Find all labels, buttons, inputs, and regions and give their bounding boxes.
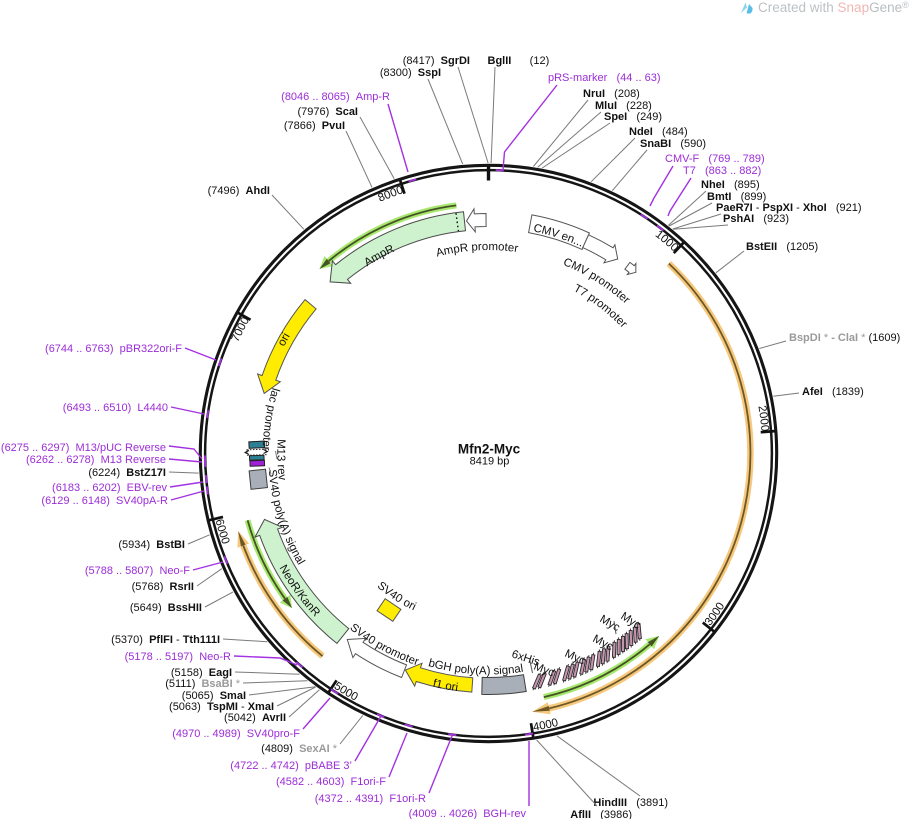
svg-text:AfeI (1839): AfeI (1839): [802, 386, 864, 398]
svg-text:(5370) PflFI - Tth111I: (5370) PflFI - Tth111I: [111, 634, 220, 646]
svg-text:(4372 .. 4391) F1ori-R: (4372 .. 4391) F1ori-R: [315, 793, 426, 805]
svg-text:MluI (228): MluI (228): [595, 100, 652, 112]
svg-text:(8046 .. 8065) Amp-R: (8046 .. 8065) Amp-R: [281, 91, 390, 103]
svg-text:(5042) AvrII: (5042) AvrII: [224, 712, 286, 724]
svg-text:CMV-F (769 .. 789): CMV-F (769 .. 789): [665, 153, 765, 165]
svg-text:(4722 .. 4742) pBABE 3’: (4722 .. 4742) pBABE 3’: [230, 760, 352, 772]
svg-text:SpeI (249): SpeI (249): [604, 111, 662, 123]
svg-text:(4582 .. 4603) F1ori-F: (4582 .. 4603) F1ori-F: [276, 776, 386, 788]
svg-text:(6275 .. 6297) M13/pUC Revers: (6275 .. 6297) M13/pUC Reverse: [1, 442, 166, 454]
svg-text:4000: 4000: [532, 717, 559, 734]
svg-text:(6262 .. 6278) M13 Reverse: (6262 .. 6278) M13 Reverse: [26, 454, 166, 466]
svg-text:(5065) SmaI: (5065) SmaI: [182, 690, 246, 702]
svg-text:M13 rev: M13 rev: [274, 439, 288, 481]
svg-text:8419 bp: 8419 bp: [470, 456, 510, 468]
svg-text:(5788 .. 5807) Neo-F: (5788 .. 5807) Neo-F: [85, 565, 190, 577]
svg-text:(6129 .. 6148) SV40pA-R: (6129 .. 6148) SV40pA-R: [41, 495, 168, 507]
svg-text:(4009 .. 4026) BGH-rev: (4009 .. 4026) BGH-rev: [409, 808, 527, 819]
svg-text:NdeI (484): NdeI (484): [629, 126, 688, 138]
svg-text:BmtI (899): BmtI (899): [707, 191, 766, 203]
svg-text:(5178 .. 5197) Neo-R: (5178 .. 5197) Neo-R: [125, 651, 231, 663]
svg-text:Created with SnapGene®: Created with SnapGene®: [758, 0, 909, 15]
svg-text:(6493 .. 6510) L4440: (6493 .. 6510) L4440: [63, 402, 168, 414]
svg-text:(5158) EagI: (5158) EagI: [171, 667, 232, 679]
svg-text:PshAI (923): PshAI (923): [723, 213, 789, 225]
svg-text:(5934) BstBI: (5934) BstBI: [118, 539, 185, 551]
svg-text:(8300) SspI: (8300) SspI: [380, 67, 441, 79]
svg-text:(6183 .. 6202) EBV-rev: (6183 .. 6202) EBV-rev: [52, 482, 167, 494]
svg-text:(5768) RsrII: (5768) RsrII: [132, 581, 194, 593]
svg-text:(5063) TspMI - XmaI: (5063) TspMI - XmaI: [169, 701, 274, 713]
svg-text:(4809) SexAI *: (4809) SexAI *: [261, 743, 338, 755]
svg-text:AflII (3986): AflII (3986): [570, 809, 632, 819]
svg-text:f1 ori: f1 ori: [432, 678, 459, 694]
svg-text:(7976) ScaI: (7976) ScaI: [297, 106, 358, 118]
svg-text:2000: 2000: [755, 405, 770, 432]
svg-text:NruI (208): NruI (208): [583, 88, 640, 100]
svg-text:(4970 .. 4989) SV40pro-F: (4970 .. 4989) SV40pro-F: [172, 728, 300, 740]
svg-text:ori: ori: [276, 331, 293, 348]
svg-text:(5111) BsaBI *: (5111) BsaBI *: [165, 678, 241, 690]
svg-text:(5649) BssHII: (5649) BssHII: [130, 602, 202, 614]
svg-text:HindIII (3891): HindIII (3891): [593, 797, 668, 809]
svg-text:(7866) PvuI: (7866) PvuI: [284, 120, 345, 132]
svg-text:(8417) SgrDI: (8417) SgrDI: [403, 55, 470, 67]
svg-text:T7 (863 .. 882): T7 (863 .. 882): [683, 165, 761, 177]
svg-text:Mfn2-Myc: Mfn2-Myc: [458, 442, 521, 457]
svg-text:BstEII (1205): BstEII (1205): [746, 241, 818, 253]
svg-text:SnaBI (590): SnaBI (590): [640, 138, 706, 150]
svg-text:(6224) BstZ17I: (6224) BstZ17I: [88, 467, 166, 479]
svg-text:NheI (895): NheI (895): [701, 179, 760, 191]
svg-text:PaeR7I - PspXI - XhoI (921): PaeR7I - PspXI - XhoI (921): [716, 202, 862, 214]
svg-text:(6744 .. 6763) pBR322ori-F: (6744 .. 6763) pBR322ori-F: [45, 343, 182, 355]
svg-text:(7496) AhdI: (7496) AhdI: [208, 185, 270, 197]
svg-text:pRS-marker (44 .. 63): pRS-marker (44 .. 63): [548, 72, 661, 84]
svg-text:BspDI * - ClaI * (1609): BspDI * - ClaI * (1609): [789, 332, 900, 344]
svg-text:BglII (12): BglII (12): [488, 55, 550, 67]
